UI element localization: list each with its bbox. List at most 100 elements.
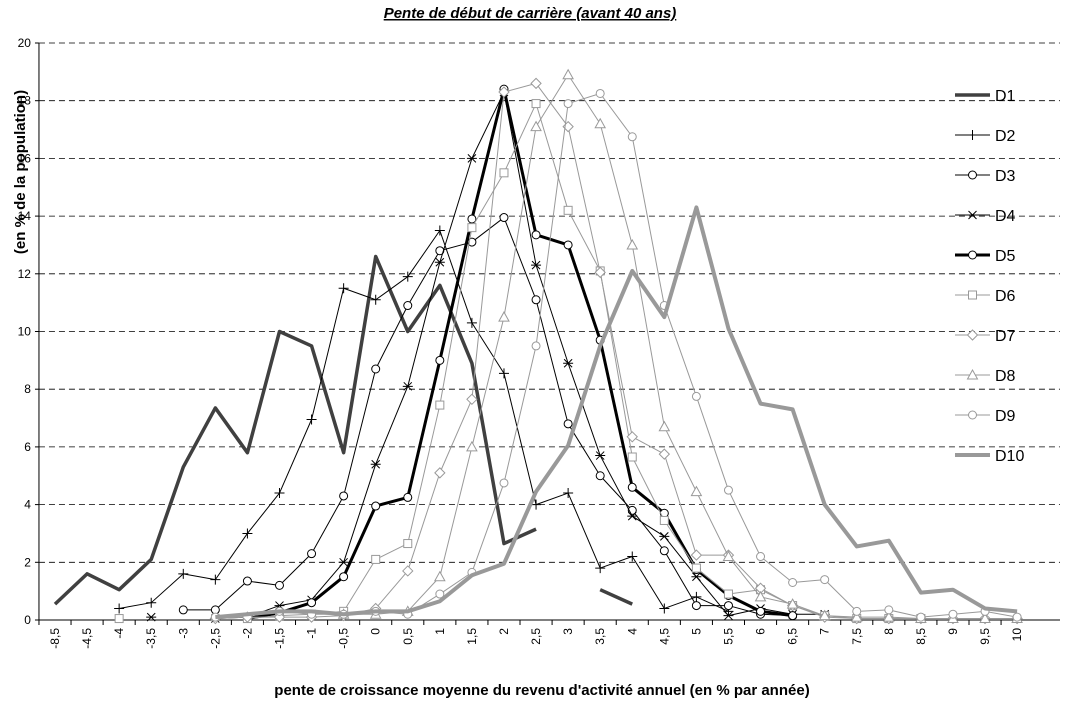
data-point — [403, 539, 413, 549]
series-line — [215, 91, 825, 620]
data-point — [274, 488, 285, 499]
x-tick-label: 3,5 — [593, 628, 607, 645]
y-tick-label: 0 — [24, 613, 31, 627]
data-point — [658, 448, 671, 460]
y-tick-label: 6 — [24, 440, 31, 454]
data-point — [403, 301, 413, 311]
data-point — [307, 549, 317, 559]
series-line — [247, 87, 793, 621]
x-tick-label: 9 — [946, 628, 960, 635]
data-point — [627, 511, 638, 521]
data-point — [466, 393, 478, 406]
x-tick-label: -4 — [112, 628, 126, 639]
chart-title: Pente de début de carrière (avant 40 ans… — [384, 5, 677, 22]
data-point — [659, 531, 670, 541]
data-point — [723, 611, 734, 621]
legend-label: D5 — [995, 248, 1016, 265]
data-point — [402, 381, 413, 391]
data-point — [627, 482, 637, 492]
x-tick-label: 8,5 — [914, 628, 928, 645]
x-tick-label: 7,5 — [850, 628, 864, 645]
data-point — [433, 570, 446, 582]
data-point — [754, 590, 767, 602]
x-tick-label: 9,5 — [978, 628, 992, 645]
data-point — [402, 565, 414, 577]
x-tick-label: 2,5 — [529, 628, 543, 645]
data-point — [339, 491, 349, 501]
data-point — [788, 611, 798, 621]
data-point — [178, 605, 188, 615]
data-point — [563, 358, 574, 368]
x-tick-label: 2 — [497, 628, 511, 635]
data-point — [595, 471, 605, 481]
x-tick-label: 4,5 — [657, 628, 671, 645]
legend-label: D2 — [995, 128, 1016, 145]
data-point — [595, 451, 606, 460]
legend-label: D7 — [995, 328, 1016, 345]
data-point — [467, 223, 477, 233]
x-tick-label: 5,5 — [721, 628, 735, 645]
data-point — [274, 580, 284, 590]
legend-marker — [967, 210, 978, 220]
legend-marker — [968, 290, 977, 300]
data-point — [146, 612, 157, 622]
legend-marker — [966, 329, 979, 341]
data-point — [595, 563, 606, 574]
legend-marker — [967, 130, 978, 140]
y-tick-label: 12 — [18, 267, 32, 281]
y-tick-label: 2 — [24, 555, 31, 569]
data-point — [371, 554, 381, 564]
data-point — [850, 611, 863, 622]
data-point — [498, 86, 510, 98]
data-point — [338, 557, 349, 567]
data-point — [370, 294, 381, 305]
data-point — [178, 568, 189, 579]
data-point — [627, 132, 637, 142]
data-point — [306, 414, 317, 425]
series-line — [599, 588, 633, 606]
series-line — [183, 217, 793, 617]
data-point — [882, 611, 895, 622]
legend-marker — [966, 368, 979, 380]
data-point — [852, 606, 862, 616]
legend-label: D6 — [995, 288, 1016, 305]
x-tick-label: -1 — [305, 628, 319, 639]
data-point — [788, 577, 798, 587]
data-point — [691, 391, 701, 401]
legend-label: D10 — [995, 448, 1024, 465]
x-tick-label: -2 — [240, 628, 254, 639]
data-point — [531, 499, 542, 510]
data-point — [371, 501, 381, 511]
legend-marker — [968, 250, 977, 260]
data-point — [466, 317, 477, 328]
y-tick-label: 8 — [24, 382, 31, 396]
data-point — [530, 120, 542, 132]
data-point — [434, 467, 446, 479]
data-point — [531, 230, 541, 240]
data-point — [370, 459, 381, 469]
data-point — [691, 591, 702, 602]
y-tick-label: 20 — [18, 36, 32, 50]
data-point — [563, 205, 573, 215]
x-tick-label: -3 — [176, 628, 190, 639]
data-point — [210, 574, 221, 585]
data-point — [466, 154, 477, 163]
data-point — [691, 601, 701, 611]
data-point — [659, 546, 669, 556]
data-point — [627, 452, 637, 462]
data-point — [562, 68, 574, 80]
x-tick-label: -2,5 — [208, 628, 222, 649]
x-tick-label: 0 — [369, 628, 383, 635]
data-point — [563, 488, 574, 499]
data-point — [114, 603, 125, 614]
series-line — [247, 103, 921, 620]
data-point — [723, 601, 733, 611]
data-point — [499, 213, 509, 223]
data-point — [659, 603, 670, 614]
data-point — [242, 528, 253, 539]
x-tick-label: 6,5 — [786, 628, 800, 645]
legend-label: D1 — [995, 88, 1016, 105]
data-point — [626, 431, 638, 443]
legend-label: D9 — [995, 408, 1016, 425]
data-point — [723, 485, 733, 495]
